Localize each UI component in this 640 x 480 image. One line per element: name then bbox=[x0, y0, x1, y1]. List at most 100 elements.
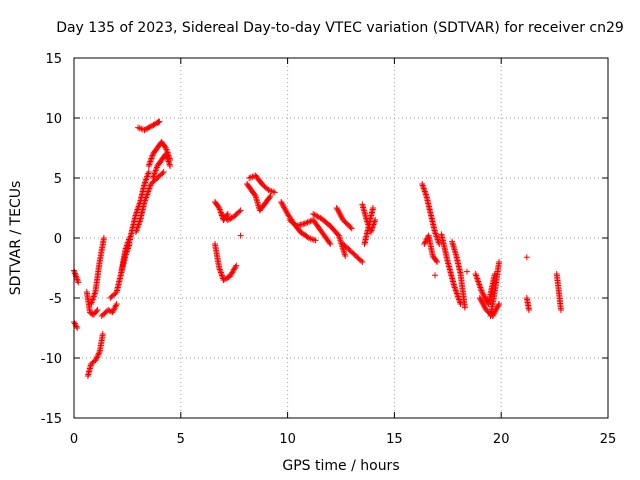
data-point bbox=[479, 300, 486, 307]
grid bbox=[74, 58, 608, 418]
x-tick-label: 0 bbox=[70, 432, 78, 447]
data-point bbox=[481, 303, 488, 309]
data-point bbox=[301, 220, 308, 227]
data-point bbox=[267, 193, 274, 199]
data-point bbox=[359, 259, 366, 265]
y-tick-label: 10 bbox=[45, 112, 62, 127]
data-point bbox=[224, 217, 231, 223]
x-tick-label: 5 bbox=[177, 432, 185, 447]
data-point bbox=[93, 356, 100, 362]
data-point bbox=[145, 124, 152, 131]
data-point bbox=[477, 296, 484, 303]
data-point bbox=[251, 191, 258, 198]
data-point bbox=[160, 169, 167, 175]
data-point bbox=[348, 225, 355, 232]
data-point bbox=[370, 205, 376, 211]
data-point bbox=[335, 209, 342, 215]
data-point bbox=[147, 123, 154, 130]
data-point bbox=[496, 259, 503, 265]
data-point bbox=[100, 235, 107, 241]
data-point bbox=[480, 301, 487, 308]
data-point bbox=[312, 237, 319, 244]
data-point bbox=[306, 218, 312, 225]
data-point bbox=[237, 207, 244, 214]
data-point bbox=[358, 257, 365, 264]
data-point bbox=[237, 232, 244, 239]
data-point bbox=[75, 279, 82, 286]
data-point bbox=[93, 308, 100, 315]
data-point bbox=[327, 241, 334, 247]
chart-title: Day 135 of 2023, Sidereal Day-to-day VTE… bbox=[56, 20, 624, 36]
data-point bbox=[479, 290, 486, 297]
data-point bbox=[110, 306, 117, 313]
data-point bbox=[156, 118, 163, 125]
data-point bbox=[481, 293, 488, 299]
data-point bbox=[338, 214, 345, 221]
x-tick-label: 25 bbox=[600, 432, 617, 447]
data-point bbox=[74, 325, 81, 331]
data-point bbox=[433, 257, 440, 264]
data-point bbox=[151, 121, 158, 128]
data-point bbox=[110, 308, 117, 314]
data-point bbox=[303, 220, 310, 226]
data-point bbox=[113, 302, 119, 309]
data-point bbox=[496, 301, 503, 307]
data-point bbox=[342, 253, 349, 259]
data-point bbox=[146, 124, 153, 131]
data-point bbox=[491, 309, 498, 315]
data-point bbox=[432, 272, 438, 279]
y-axis-label: SDTVAR / TECUs bbox=[8, 181, 24, 296]
x-axis-label: GPS time / hours bbox=[282, 458, 399, 474]
data-point bbox=[434, 259, 441, 265]
data-point bbox=[146, 160, 153, 166]
data-point bbox=[113, 301, 120, 307]
data-point bbox=[111, 305, 118, 312]
data-point bbox=[95, 350, 102, 357]
data-point bbox=[481, 304, 488, 311]
x-tick-label: 20 bbox=[493, 432, 510, 447]
data-point bbox=[461, 304, 468, 311]
x-tick-label: 15 bbox=[386, 432, 403, 447]
data-point bbox=[335, 207, 342, 214]
data-point bbox=[215, 203, 222, 210]
data-point bbox=[451, 284, 458, 291]
data-point bbox=[167, 163, 174, 169]
y-tick-label: 5 bbox=[54, 172, 62, 187]
data-point bbox=[145, 170, 152, 177]
data-point bbox=[145, 169, 152, 175]
data-point bbox=[236, 208, 243, 215]
data-point bbox=[94, 307, 101, 313]
data-point bbox=[278, 199, 285, 205]
data-point bbox=[232, 264, 239, 270]
data-point bbox=[279, 201, 286, 208]
y-tick-label: -10 bbox=[41, 352, 62, 367]
data-point bbox=[94, 353, 101, 360]
data-point bbox=[233, 262, 240, 269]
x-tick-label: 10 bbox=[279, 432, 296, 447]
data-point bbox=[479, 299, 485, 305]
data-point bbox=[112, 303, 119, 310]
data-point bbox=[336, 210, 343, 217]
data-point bbox=[217, 268, 224, 274]
y-tick-label: 0 bbox=[54, 232, 62, 247]
data-point bbox=[282, 207, 289, 213]
data-point bbox=[422, 239, 428, 246]
data-point bbox=[338, 213, 344, 219]
data-point bbox=[266, 194, 273, 201]
data-point bbox=[326, 239, 333, 246]
data-points bbox=[71, 118, 564, 379]
data-point bbox=[99, 331, 106, 337]
y-tick-label: -15 bbox=[41, 412, 62, 427]
data-point bbox=[93, 354, 100, 361]
y-tick-label: -5 bbox=[49, 292, 62, 307]
data-point bbox=[92, 357, 99, 364]
data-point bbox=[220, 277, 227, 283]
data-point bbox=[228, 214, 235, 221]
data-point bbox=[464, 268, 470, 275]
data-point bbox=[347, 224, 354, 231]
data-point bbox=[159, 170, 166, 177]
data-point bbox=[479, 289, 485, 295]
data-point bbox=[337, 211, 344, 218]
data-point bbox=[283, 208, 290, 215]
data-point bbox=[558, 307, 564, 313]
